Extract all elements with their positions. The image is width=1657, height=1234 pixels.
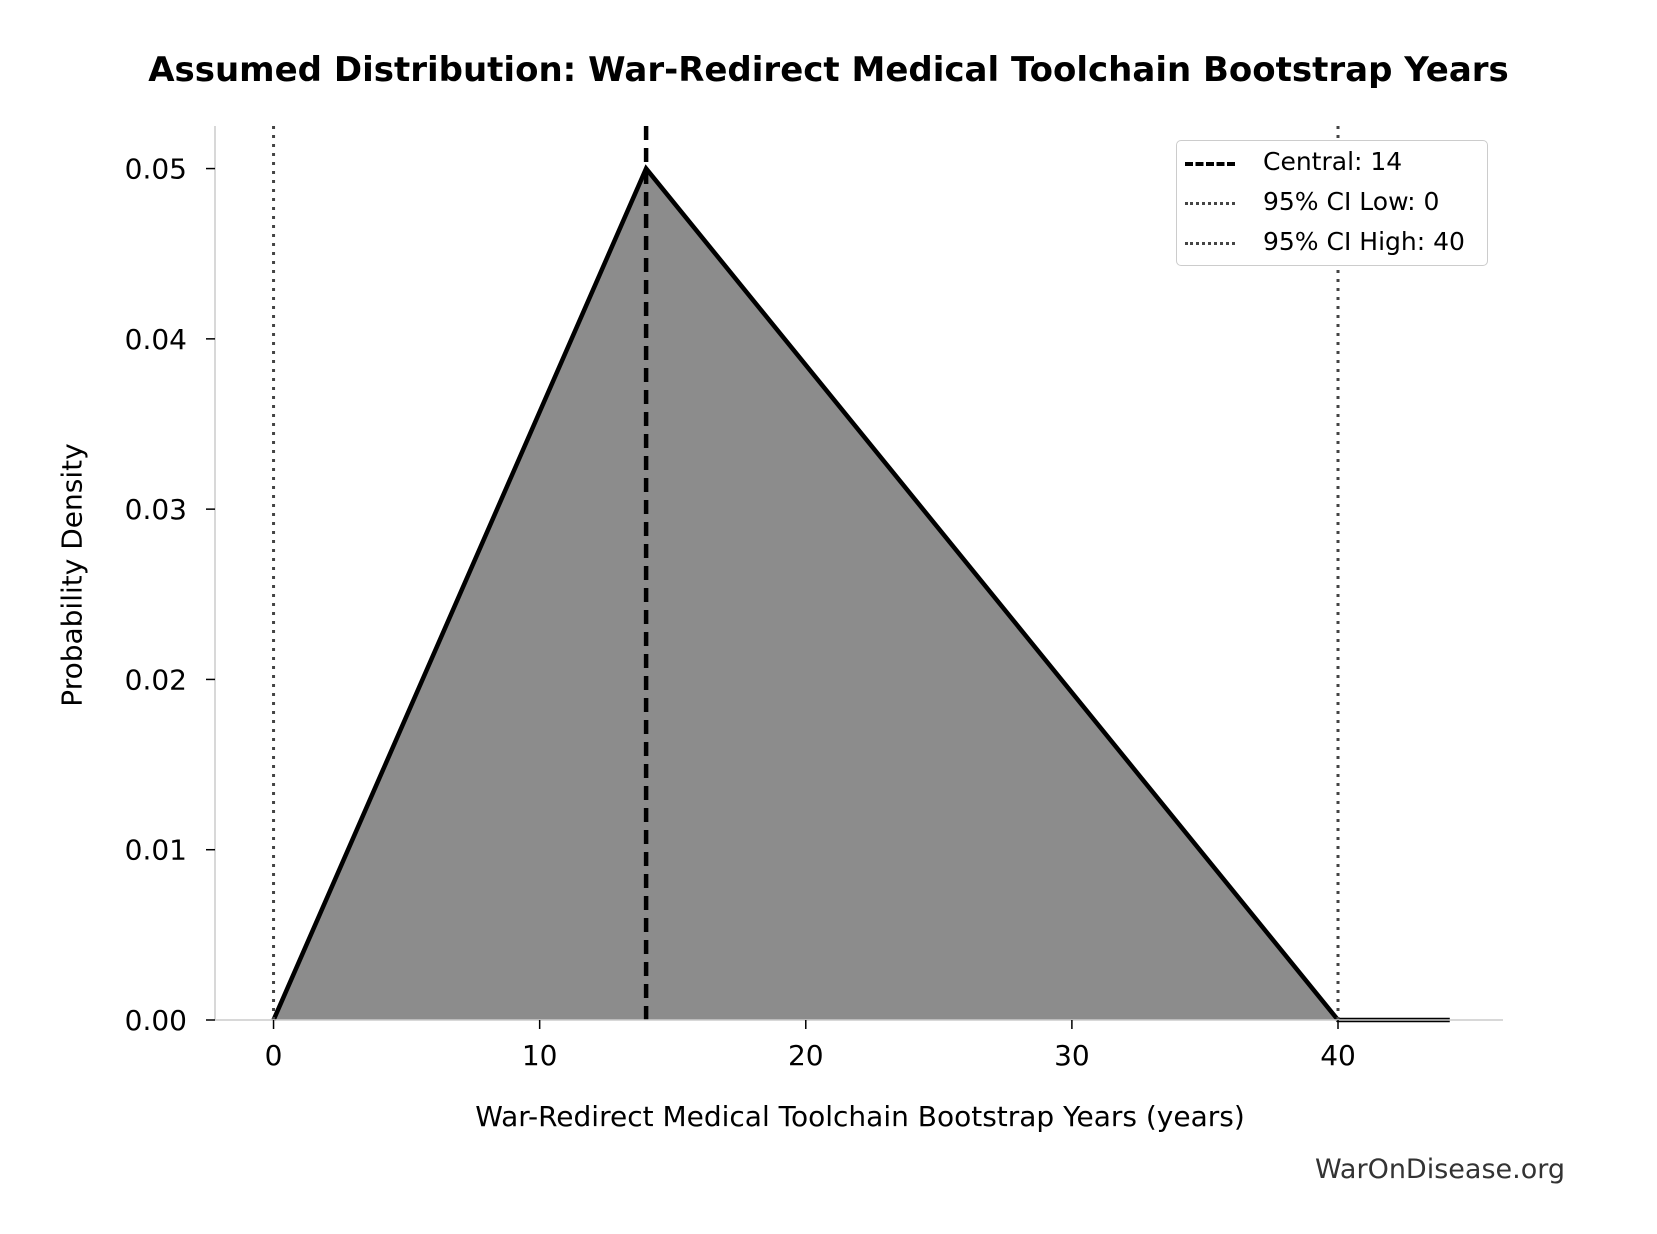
x-tick-label: 30 [1054,1039,1090,1072]
y-tick-label: 0.01 [125,834,187,867]
legend-label-ci-low: 95% CI Low: 0 [1263,187,1440,216]
legend-swatch-central [1185,162,1235,166]
legend-item-central: Central: 14 [1177,143,1487,183]
y-tick-label: 0.03 [125,493,187,526]
watermark-text: WarOnDisease.org [1314,1154,1565,1185]
legend-swatch-ci-high [1185,242,1235,245]
density-area [273,168,1339,1021]
y-axis-label: Probability Density [55,443,89,707]
legend-label-central: Central: 14 [1263,147,1403,176]
y-tick-label: 0.05 [125,153,187,186]
legend: Central: 14 95% CI Low: 0 95% CI High: 4… [1176,140,1488,266]
legend-label-ci-high: 95% CI High: 40 [1263,227,1465,256]
x-tick-label: 40 [1320,1039,1356,1072]
x-axis-label: War-Redirect Medical Toolchain Bootstrap… [475,1100,1245,1133]
y-tick-label: 0.00 [125,1004,187,1037]
legend-swatch-ci-low [1185,202,1235,205]
x-tick-label: 10 [522,1039,558,1072]
legend-item-ci-high: 95% CI High: 40 [1177,223,1487,263]
legend-item-ci-low: 95% CI Low: 0 [1177,183,1487,223]
y-tick-label: 0.02 [125,663,187,696]
chart-title: Assumed Distribution: War-Redirect Medic… [148,50,1509,90]
y-tick-label: 0.04 [125,323,187,356]
x-tick-label: 20 [788,1039,824,1072]
x-tick-label: 0 [265,1039,283,1072]
